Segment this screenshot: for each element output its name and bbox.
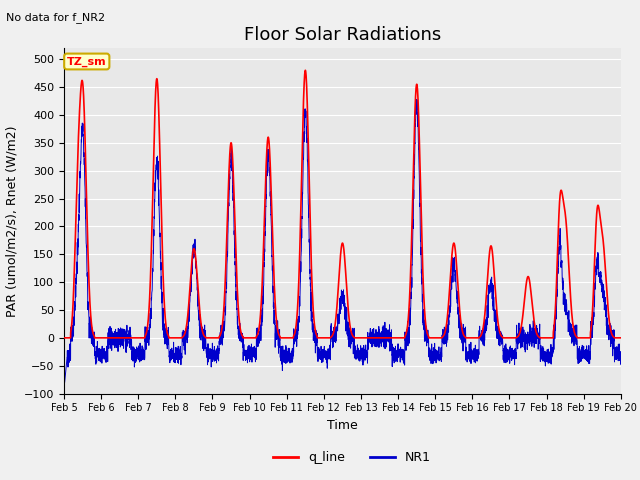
Text: No data for f_NR2: No data for f_NR2: [6, 12, 106, 23]
NR1: [436, 355, 444, 361]
Line: NR1: NR1: [64, 99, 621, 383]
Y-axis label: PAR (umol/m2/s), Rnet (W/m2): PAR (umol/m2/s), Rnet (W/m2): [5, 125, 19, 316]
NR1: [617, 353, 625, 359]
X-axis label: Time: Time: [327, 419, 358, 432]
q_line: [60, 335, 68, 341]
NR1: [499, 348, 507, 354]
Legend: q_line, NR1: q_line, NR1: [268, 446, 436, 469]
Title: Floor Solar Radiations: Floor Solar Radiations: [244, 25, 441, 44]
Line: q_line: q_line: [64, 70, 621, 338]
q_line: [160, 296, 168, 301]
q_line: [467, 335, 475, 341]
q_line: [617, 335, 625, 341]
q_line: [322, 335, 330, 341]
NR1: [61, 380, 68, 385]
q_line: [301, 67, 309, 73]
q_line: [436, 335, 444, 341]
NR1: [60, 346, 68, 352]
q_line: [499, 335, 507, 340]
NR1: [616, 357, 624, 363]
NR1: [468, 353, 476, 359]
NR1: [161, 326, 168, 332]
Text: TZ_sm: TZ_sm: [67, 56, 107, 67]
q_line: [616, 335, 624, 341]
NR1: [322, 349, 330, 355]
NR1: [413, 96, 420, 102]
